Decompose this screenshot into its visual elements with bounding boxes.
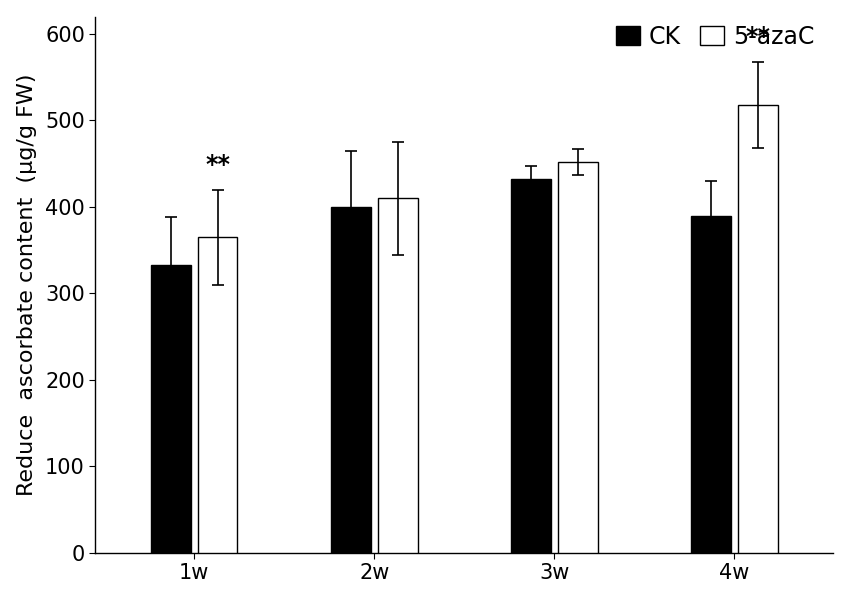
Legend: CK, 5-azaC: CK, 5-azaC (609, 18, 822, 56)
Y-axis label: Reduce  ascorbate content  (μg/g FW): Reduce ascorbate content (μg/g FW) (17, 74, 37, 496)
Bar (511, 179, 551, 553)
Bar (558, 162, 598, 553)
Bar (691, 215, 731, 553)
Text: **: ** (205, 152, 230, 176)
Bar (378, 198, 417, 553)
Bar (151, 265, 190, 553)
Bar (198, 237, 237, 553)
Bar (738, 105, 778, 553)
Text: **: ** (745, 25, 770, 49)
Bar (332, 207, 371, 553)
